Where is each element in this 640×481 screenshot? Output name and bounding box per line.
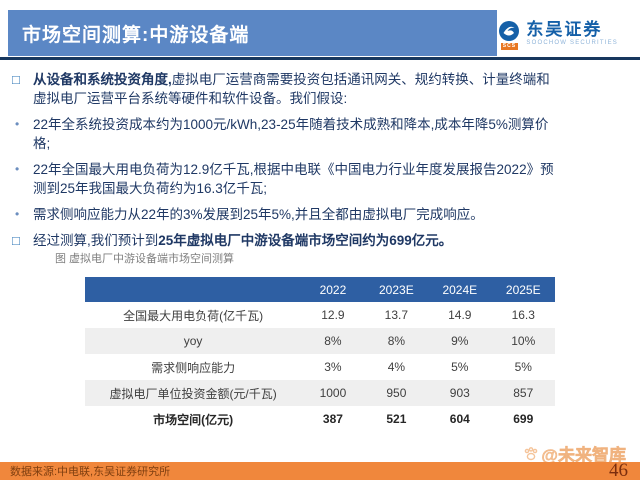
- table-cell: 12.9: [321, 308, 345, 322]
- row-label: 需求侧响应能力: [151, 360, 236, 375]
- watermark-text: @未来智库: [541, 446, 626, 466]
- table-row: 全国最大用电负荷(亿千瓦) 12.9 13.7 14.9 16.3: [85, 302, 555, 328]
- table-row: yoy 8% 8% 9% 10%: [85, 328, 555, 354]
- bullet-item: • 需求侧响应能力从22年的3%发展到25年5%,并且全都由虚拟电厂完成响应。: [12, 205, 628, 224]
- page-number: 46: [609, 460, 628, 481]
- table-body: 全国最大用电负荷(亿千瓦) 12.9 13.7 14.9 16.3 yoy 8% 8% 9% 10…: [85, 302, 555, 432]
- dot-bullet-icon: •: [15, 117, 20, 131]
- table-cell: 5%: [451, 360, 469, 374]
- company-logo: SCS 东吴证券 SOOCHOW SECURITIES: [497, 20, 618, 50]
- logo-badge-text: SCS: [500, 43, 519, 50]
- table-column-header: 2022: [301, 277, 365, 302]
- row-label: 市场空间(亿元): [153, 412, 234, 427]
- bullet-text: 从设备和系统投资角度,虚拟电厂运营商需要投资包括通讯网关、规约转换、计量终端和虚…: [33, 72, 550, 106]
- bullet-list: □ 从设备和系统投资角度,虚拟电厂运营商需要投资包括通讯网关、规约转换、计量终端和…: [12, 70, 628, 257]
- table-row: 市场空间(亿元) 387 521 604 699: [85, 406, 555, 432]
- row-label: yoy: [85, 328, 302, 354]
- table-column-header: 2025E: [491, 277, 555, 302]
- table-column-header: 2024E: [428, 277, 492, 302]
- table-header-row: 2022 2023E 2024E 2025E: [85, 277, 555, 302]
- market-space-table: 2022 2023E 2024E 2025E 全国最大用电负荷(亿千瓦) 12.9 13.…: [85, 277, 555, 432]
- table-cell: 604: [449, 412, 470, 426]
- table-cell: 857: [491, 380, 555, 406]
- table-cell: 9%: [428, 328, 492, 354]
- bullet-text: 22年全系统投资成本约为1000元/kWh,23-25年随着技术成熟和降本,成本…: [33, 117, 549, 151]
- data-source-text: 数据来源:中电联,东吴证券研究所: [10, 466, 171, 478]
- dot-bullet-icon: •: [15, 207, 20, 221]
- bullet-item: □ 从设备和系统投资角度,虚拟电厂运营商需要投资包括通讯网关、规约转换、计量终端和…: [12, 70, 628, 108]
- watermark: @未来智库: [523, 441, 626, 466]
- logo-company-subtitle: SOOCHOW SECURITIES: [526, 40, 618, 46]
- table-column-header: 2023E: [364, 277, 429, 302]
- table-column-header: [85, 277, 302, 302]
- page-title: 市场空间测算:中游设备端: [22, 24, 250, 46]
- slide-title-bar: 市场空间测算:中游设备端: [8, 10, 497, 56]
- table-cell: 903: [428, 380, 492, 406]
- table-cell: 950: [364, 380, 429, 406]
- table-row: 虚拟电厂单位投资金额(元/千瓦) 1000 950 903 857: [85, 380, 555, 406]
- figure-caption: 图 虚拟电厂中游设备端市场空间测算: [55, 253, 235, 265]
- paw-icon: [525, 446, 538, 460]
- table-cell: 521: [386, 412, 407, 426]
- square-bullet-icon: □: [12, 233, 20, 248]
- table-cell: 14.9: [448, 308, 472, 322]
- table-cell: 10%: [491, 328, 555, 354]
- bullet-item: • 22年全国最大用电负荷为12.9亿千瓦,根据中电联《中国电力行业年度发展报告2…: [12, 160, 628, 198]
- table-cell: 4%: [387, 360, 406, 374]
- table-cell: 387: [322, 412, 343, 426]
- table-cell: 16.3: [511, 308, 535, 322]
- table-cell: 3%: [324, 360, 342, 374]
- bullet-text: 22年全国最大用电负荷为12.9亿千瓦,根据中电联《中国电力行业年度发展报告20…: [33, 162, 554, 196]
- row-label: 全国最大用电负荷(亿千瓦): [123, 308, 264, 323]
- table-cell: 8%: [364, 328, 429, 354]
- table-cell: 699: [513, 412, 534, 426]
- table-cell: 1000: [301, 380, 365, 406]
- table-cell: 5%: [514, 360, 532, 374]
- table-row: 需求侧响应能力 3% 4% 5% 5%: [85, 354, 555, 380]
- bullet-text: 需求侧响应能力从22年的3%发展到25年5%,并且全都由虚拟电厂完成响应。: [33, 207, 484, 222]
- square-bullet-icon: □: [12, 72, 20, 87]
- table-cell: 13.7: [384, 308, 409, 322]
- soochow-logo-icon: SCS: [497, 20, 521, 50]
- bullet-item: □ 经过测算,我们预计到25年虚拟电厂中游设备端市场空间约为699亿元。: [12, 231, 628, 250]
- header-divider-line: [0, 57, 640, 60]
- dot-bullet-icon: •: [15, 162, 20, 176]
- bullet-item: • 22年全系统投资成本约为1000元/kWh,23-25年随着技术成熟和降本,成…: [12, 115, 628, 153]
- table-cell: 8%: [301, 328, 365, 354]
- row-label: 虚拟电厂单位投资金额(元/千瓦): [85, 380, 302, 406]
- logo-company-name: 东吴证券: [526, 20, 603, 39]
- bullet-text: 经过测算,我们预计到25年虚拟电厂中游设备端市场空间约为699亿元。: [33, 233, 453, 248]
- footer-bar: 数据来源:中电联,东吴证券研究所 46: [0, 460, 640, 481]
